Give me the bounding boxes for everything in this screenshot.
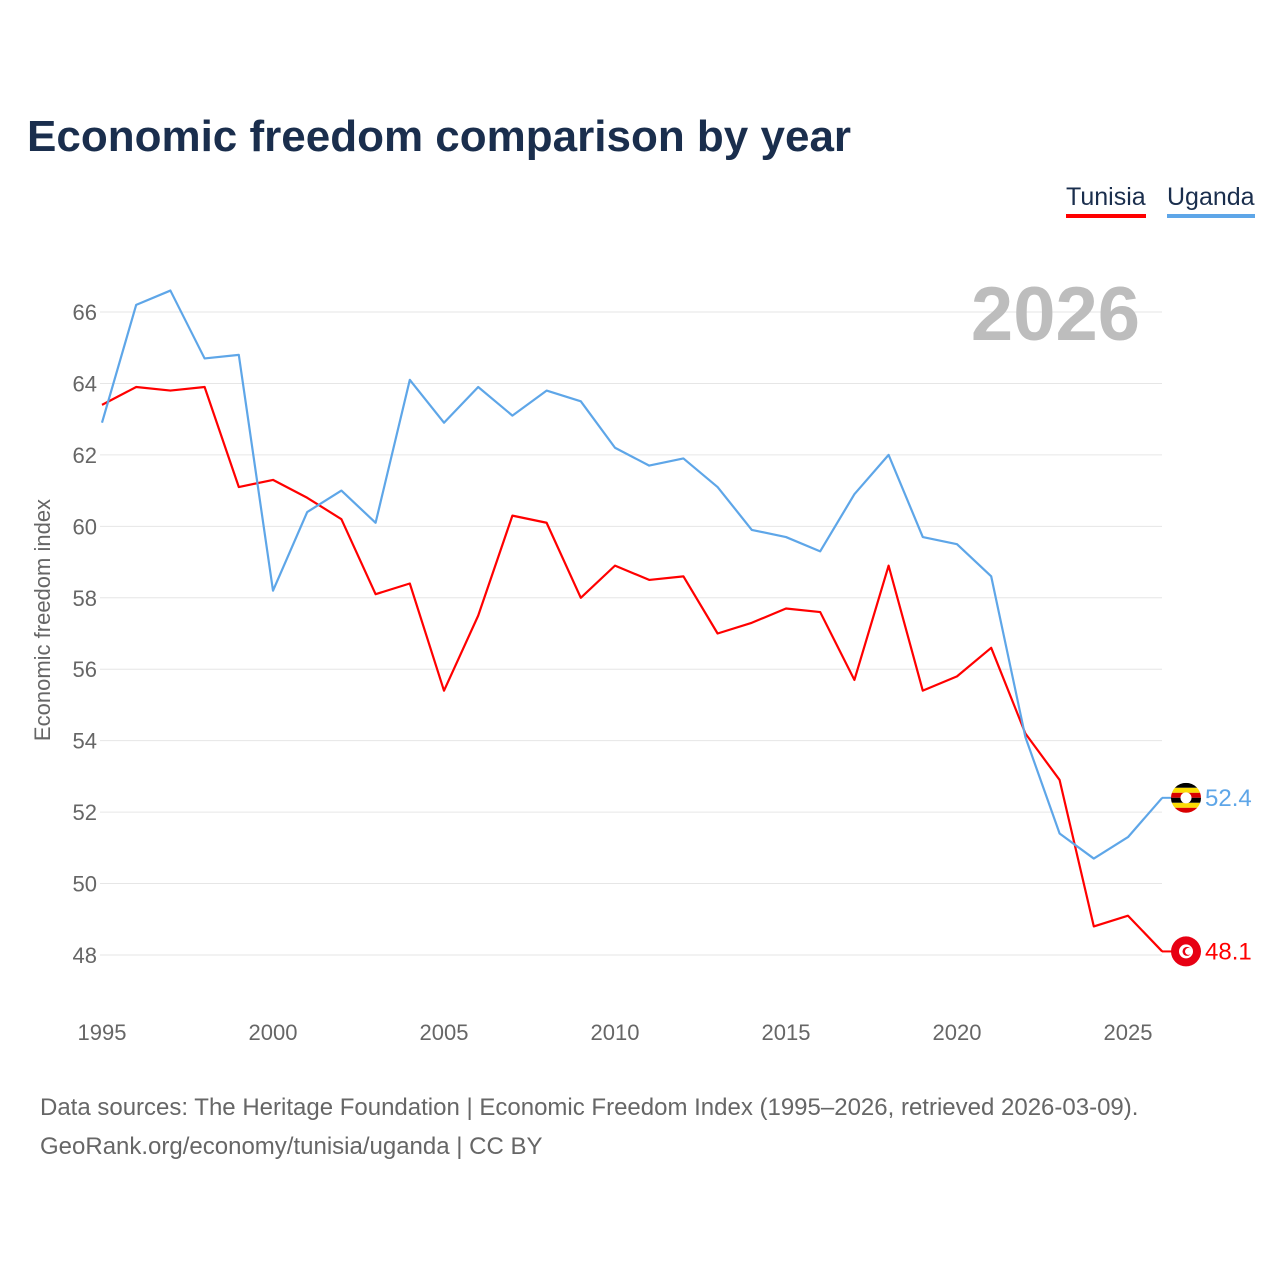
flag-stripe xyxy=(1171,782,1201,788)
flag-crescent-cut xyxy=(1185,947,1192,955)
x-tick-label: 1995 xyxy=(78,1020,127,1045)
uganda-flag-icon xyxy=(1171,782,1201,813)
footer: Data sources: The Heritage Foundation | … xyxy=(40,1088,1138,1166)
flag-emblem xyxy=(1180,792,1192,804)
legend-tunisia[interactable]: Tunisia xyxy=(1066,183,1146,218)
y-tick-label: 56 xyxy=(73,657,97,682)
y-tick-label: 52 xyxy=(73,800,97,825)
x-tick-label: 2005 xyxy=(420,1020,469,1045)
series-line-uganda xyxy=(100,289,1164,860)
y-tick-label: 50 xyxy=(73,872,97,897)
y-tick-label: 66 xyxy=(73,300,97,325)
x-tick-label: 2015 xyxy=(762,1020,811,1045)
y-tick-label: 48 xyxy=(73,943,97,968)
flag-stripe xyxy=(1171,787,1201,793)
legend-uganda[interactable]: Uganda xyxy=(1167,183,1255,218)
y-axis-label: Economic freedom index xyxy=(30,499,55,741)
footer-credit[interactable]: GeoRank.org/economy/tunisia/uganda | CC … xyxy=(40,1133,543,1160)
flag-stripe xyxy=(1171,807,1201,813)
x-tick-label: 2020 xyxy=(933,1020,982,1045)
year-watermark: 2026 xyxy=(971,272,1140,357)
y-tick-label: 62 xyxy=(73,443,97,468)
series-line-tunisia xyxy=(101,385,1163,953)
tunisia-flag-icon xyxy=(1171,936,1201,967)
line-chart: 48 50 52 54 56 58 60 62 64 66 1995 2000 2005 2010 2015… xyxy=(30,272,1252,1045)
y-tick-label: 58 xyxy=(73,586,97,611)
x-tick-label: 2010 xyxy=(591,1020,640,1045)
y-tick-label: 60 xyxy=(73,514,97,539)
footer-sources: Data sources: The Heritage Foundation | … xyxy=(40,1094,1139,1121)
y-tick-label: 54 xyxy=(73,729,97,754)
end-value-label: 48.1 xyxy=(1205,938,1252,965)
x-tick-label: 2025 xyxy=(1104,1020,1153,1045)
chart-title: Economic freedom comparison by year xyxy=(27,112,852,161)
end-value-label: 52.4 xyxy=(1205,785,1252,812)
y-tick-label: 64 xyxy=(73,371,97,396)
x-tick-label: 2000 xyxy=(249,1020,298,1045)
flag-stripe xyxy=(1171,802,1201,808)
